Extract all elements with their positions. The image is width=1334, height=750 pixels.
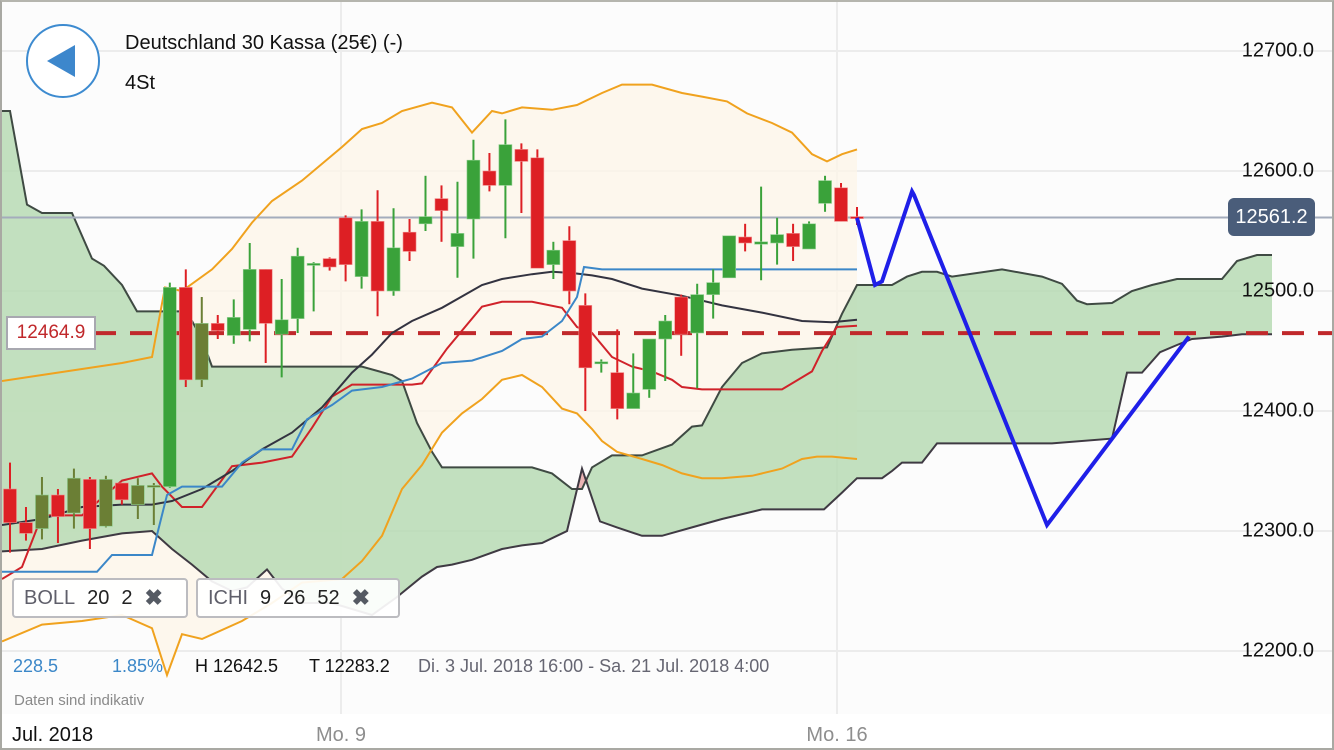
candle-down	[51, 494, 65, 517]
indicator-param: 26	[283, 586, 306, 609]
candle-down	[178, 287, 193, 381]
price-tick: 12500.0	[1241, 279, 1314, 302]
candle-up	[418, 216, 433, 225]
candle-up	[690, 294, 704, 334]
candle-up	[386, 247, 401, 292]
time-axis-label: Mo. 9	[315, 724, 367, 746]
change-percent: 1.85%	[112, 656, 164, 676]
candle-down	[530, 157, 545, 269]
candle-up	[147, 485, 161, 488]
candle-up	[67, 477, 81, 514]
candle-up	[163, 287, 177, 487]
close-icon[interactable]: ✖	[144, 585, 163, 610]
candle-up	[498, 144, 513, 186]
back-button[interactable]	[26, 24, 100, 98]
triangle-left-icon	[47, 45, 75, 77]
candle-up	[306, 263, 321, 266]
candle-up	[450, 233, 465, 247]
candle-up	[658, 320, 673, 340]
candle-up	[131, 485, 145, 505]
high-value: H 12642.5	[195, 656, 279, 676]
candle-up	[770, 234, 784, 244]
price-tick: 12200.0	[1241, 639, 1314, 662]
price-tick: 12300.0	[1241, 519, 1314, 542]
time-axis-label: Jul. 2018	[12, 724, 94, 746]
candle-down	[674, 296, 689, 335]
candle-up	[706, 282, 720, 295]
candle-down	[19, 522, 33, 534]
price-tick: 12600.0	[1241, 159, 1314, 182]
candle-down	[402, 231, 417, 252]
candle-up	[466, 159, 481, 220]
candle-down	[562, 240, 577, 292]
ichimoku-cloud-bullish	[588, 255, 1272, 536]
indicator-param: 9	[260, 586, 272, 609]
indicator-chip-boll[interactable]: BOLL 20 2 ✖	[12, 578, 188, 618]
change-value: 228.5	[13, 656, 59, 676]
instrument-title: Deutschland 30 Kassa (25€) (-)	[125, 32, 403, 54]
candle-up	[226, 317, 241, 336]
time-axis-label: Mo. 16	[806, 724, 868, 746]
candle-up	[818, 180, 832, 204]
close-icon[interactable]: ✖	[351, 585, 371, 610]
candle-up	[35, 494, 49, 529]
disclaimer: Daten sind indikativ	[14, 692, 145, 709]
ichimoku-cloud-bullish	[2, 111, 578, 615]
candle-down	[482, 170, 497, 186]
date-range: Di. 3 Jul. 2018 16:00 - Sa. 21 Jul. 2018…	[418, 656, 770, 676]
candle-up	[99, 479, 113, 527]
candle-up	[242, 269, 257, 330]
candle-up	[274, 319, 289, 335]
candle-up	[754, 241, 768, 245]
candle-up	[626, 392, 641, 409]
candle-up	[594, 361, 609, 365]
ichimoku-cloud-bearish	[578, 468, 588, 489]
candle-up	[546, 249, 561, 265]
indicator-name: BOLL	[24, 586, 76, 609]
candle-down	[578, 305, 593, 369]
freehand-drawing-line	[855, 186, 1191, 530]
candle-up	[354, 221, 369, 277]
candle-down	[322, 258, 337, 268]
indicator-chip-ichi[interactable]: ICHI 9 26 52 ✖	[196, 578, 400, 618]
candle-down	[3, 488, 17, 523]
kijun-sen-line	[2, 270, 858, 526]
current-price-tag: 12561.2	[1228, 198, 1315, 236]
candle-down	[738, 236, 752, 244]
indicator-param: 20	[87, 586, 110, 609]
price-tick: 12400.0	[1241, 399, 1314, 422]
indicator-param: 52	[317, 586, 340, 609]
indicator-name: ICHI	[208, 586, 248, 609]
bollinger-lower-line	[2, 373, 858, 679]
tenkan-sen-line	[2, 300, 858, 580]
timeframe-label: 4St	[125, 72, 156, 94]
reference-line-tag[interactable]: 12464.9	[6, 316, 96, 350]
candle-down	[514, 149, 529, 162]
candle-up	[194, 323, 209, 381]
candle-down	[610, 372, 625, 409]
indicator-param: 2	[121, 586, 133, 609]
candle-up	[722, 235, 736, 279]
candle-down	[338, 217, 353, 265]
low-value: T 12283.2	[309, 656, 390, 676]
candle-down	[370, 221, 385, 292]
candle-down	[258, 269, 273, 324]
price-tick: 12700.0	[1241, 39, 1314, 62]
candle-down	[210, 323, 225, 331]
time-axis: Jul. 2018 Mo. 9 Mo. 16	[2, 714, 1332, 748]
candle-up	[290, 255, 305, 319]
candle-down	[434, 198, 449, 211]
candle-down	[786, 233, 800, 247]
chikou-span-line	[2, 265, 857, 573]
candle-up	[802, 223, 816, 250]
candle-down	[115, 482, 129, 501]
candle-up	[642, 338, 657, 390]
candle-down	[834, 187, 848, 222]
candle-down	[83, 479, 97, 529]
